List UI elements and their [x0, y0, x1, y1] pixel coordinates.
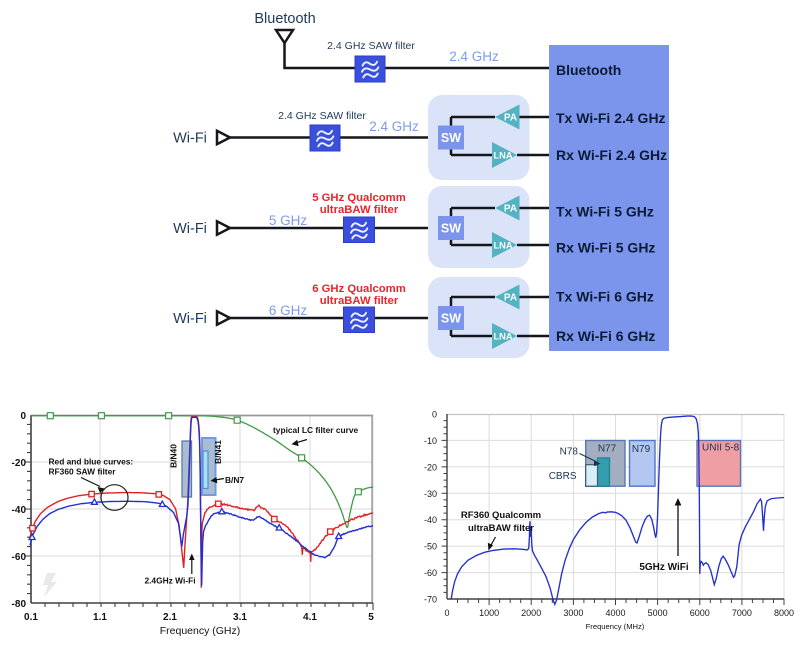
- svg-text:Frequency (MHz): Frequency (MHz): [586, 622, 645, 631]
- svg-text:-30: -30: [424, 489, 437, 499]
- svg-text:Tx Wi-Fi 6 GHz: Tx Wi-Fi 6 GHz: [556, 289, 654, 305]
- svg-text:6 GHz Qualcomm: 6 GHz Qualcomm: [312, 283, 406, 295]
- svg-text:2.4 GHz SAW filter: 2.4 GHz SAW filter: [278, 110, 366, 122]
- svg-text:Wi-Fi: Wi-Fi: [173, 311, 207, 327]
- svg-text:B/N40: B/N40: [169, 444, 179, 468]
- svg-text:ultraBAW filter: ultraBAW filter: [320, 204, 399, 216]
- svg-text:UNII 5-8: UNII 5-8: [702, 443, 740, 454]
- svg-text:2.4 GHz SAW filter: 2.4 GHz SAW filter: [327, 40, 415, 52]
- svg-text:3.1: 3.1: [233, 612, 247, 623]
- svg-text:-20: -20: [424, 462, 437, 472]
- svg-text:2.4GHz Wi-Fi: 2.4GHz Wi-Fi: [144, 576, 195, 586]
- svg-text:PA: PA: [504, 113, 517, 124]
- svg-text:CBRS: CBRS: [549, 471, 577, 482]
- svg-text:3000: 3000: [563, 608, 583, 618]
- svg-text:SW: SW: [441, 222, 461, 236]
- svg-text:1.1: 1.1: [93, 612, 107, 623]
- svg-text:2.4 GHz: 2.4 GHz: [369, 119, 419, 134]
- svg-text:2.1: 2.1: [163, 612, 177, 623]
- svg-text:B/N7: B/N7: [225, 475, 244, 485]
- svg-text:Wi-Fi: Wi-Fi: [173, 131, 207, 147]
- svg-text:5 GHz: 5 GHz: [269, 213, 308, 228]
- svg-text:5000: 5000: [648, 608, 668, 618]
- svg-text:2.4 GHz: 2.4 GHz: [449, 49, 499, 64]
- svg-text:Frequency (GHz): Frequency (GHz): [160, 625, 241, 637]
- svg-text:Tx Wi-Fi 2.4 GHz: Tx Wi-Fi 2.4 GHz: [556, 110, 666, 126]
- svg-text:0: 0: [20, 411, 26, 422]
- svg-text:0: 0: [432, 410, 437, 420]
- svg-text:-60: -60: [424, 568, 437, 578]
- svg-text:Rx Wi-Fi 2.4 GHz: Rx Wi-Fi 2.4 GHz: [556, 147, 667, 163]
- svg-text:SW: SW: [441, 131, 461, 145]
- svg-text:4000: 4000: [605, 608, 625, 618]
- svg-text:-80: -80: [12, 599, 27, 610]
- svg-text:-40: -40: [12, 505, 27, 516]
- svg-text:ultraBAW filter: ultraBAW filter: [320, 295, 399, 307]
- svg-text:LNA: LNA: [493, 332, 512, 342]
- svg-text:-50: -50: [424, 542, 437, 552]
- svg-text:B/N41: B/N41: [213, 440, 223, 464]
- svg-text:ultraBAW filter: ultraBAW filter: [468, 523, 534, 534]
- svg-text:Tx Wi-Fi 5 GHz: Tx Wi-Fi 5 GHz: [556, 204, 654, 220]
- svg-text:N78: N78: [560, 447, 579, 458]
- svg-text:PA: PA: [504, 293, 517, 304]
- svg-text:Wi-Fi: Wi-Fi: [173, 221, 207, 237]
- svg-text:Bluetooth: Bluetooth: [556, 62, 621, 78]
- svg-text:Rx Wi-Fi 5 GHz: Rx Wi-Fi 5 GHz: [556, 240, 655, 256]
- svg-text:LNA: LNA: [493, 151, 512, 161]
- svg-text:-70: -70: [424, 595, 437, 605]
- svg-text:5: 5: [368, 612, 374, 623]
- svg-text:Red and blue curves:: Red and blue curves:: [49, 457, 134, 467]
- svg-text:SW: SW: [441, 312, 461, 326]
- svg-text:7000: 7000: [732, 608, 752, 618]
- svg-text:N77: N77: [598, 444, 617, 455]
- svg-text:PA: PA: [504, 204, 517, 215]
- svg-text:6000: 6000: [690, 608, 710, 618]
- svg-text:N79: N79: [632, 444, 651, 455]
- svg-text:5 GHz Qualcomm: 5 GHz Qualcomm: [312, 192, 406, 204]
- svg-text:8000: 8000: [774, 608, 794, 618]
- svg-text:-60: -60: [12, 552, 27, 563]
- svg-text:-10: -10: [424, 436, 437, 446]
- svg-text:Rx Wi-Fi 6 GHz: Rx Wi-Fi 6 GHz: [556, 328, 655, 344]
- svg-text:0: 0: [444, 608, 449, 618]
- svg-text:RF360 SAW filter: RF360 SAW filter: [49, 467, 117, 477]
- svg-text:LNA: LNA: [493, 241, 512, 251]
- svg-text:Bluetooth: Bluetooth: [254, 11, 315, 27]
- svg-text:RF360 Qualcomm: RF360 Qualcomm: [461, 510, 541, 521]
- svg-text:-40: -40: [424, 515, 437, 525]
- svg-text:5GHz WiFi: 5GHz WiFi: [639, 562, 689, 573]
- svg-text:2000: 2000: [521, 608, 541, 618]
- svg-text:1000: 1000: [479, 608, 499, 618]
- svg-text:0.1: 0.1: [24, 612, 38, 623]
- svg-text:4.1: 4.1: [303, 612, 317, 623]
- svg-text:6 GHz: 6 GHz: [269, 303, 308, 318]
- svg-text:-20: -20: [12, 458, 27, 469]
- svg-text:typical LC filter curve: typical LC filter curve: [273, 425, 359, 435]
